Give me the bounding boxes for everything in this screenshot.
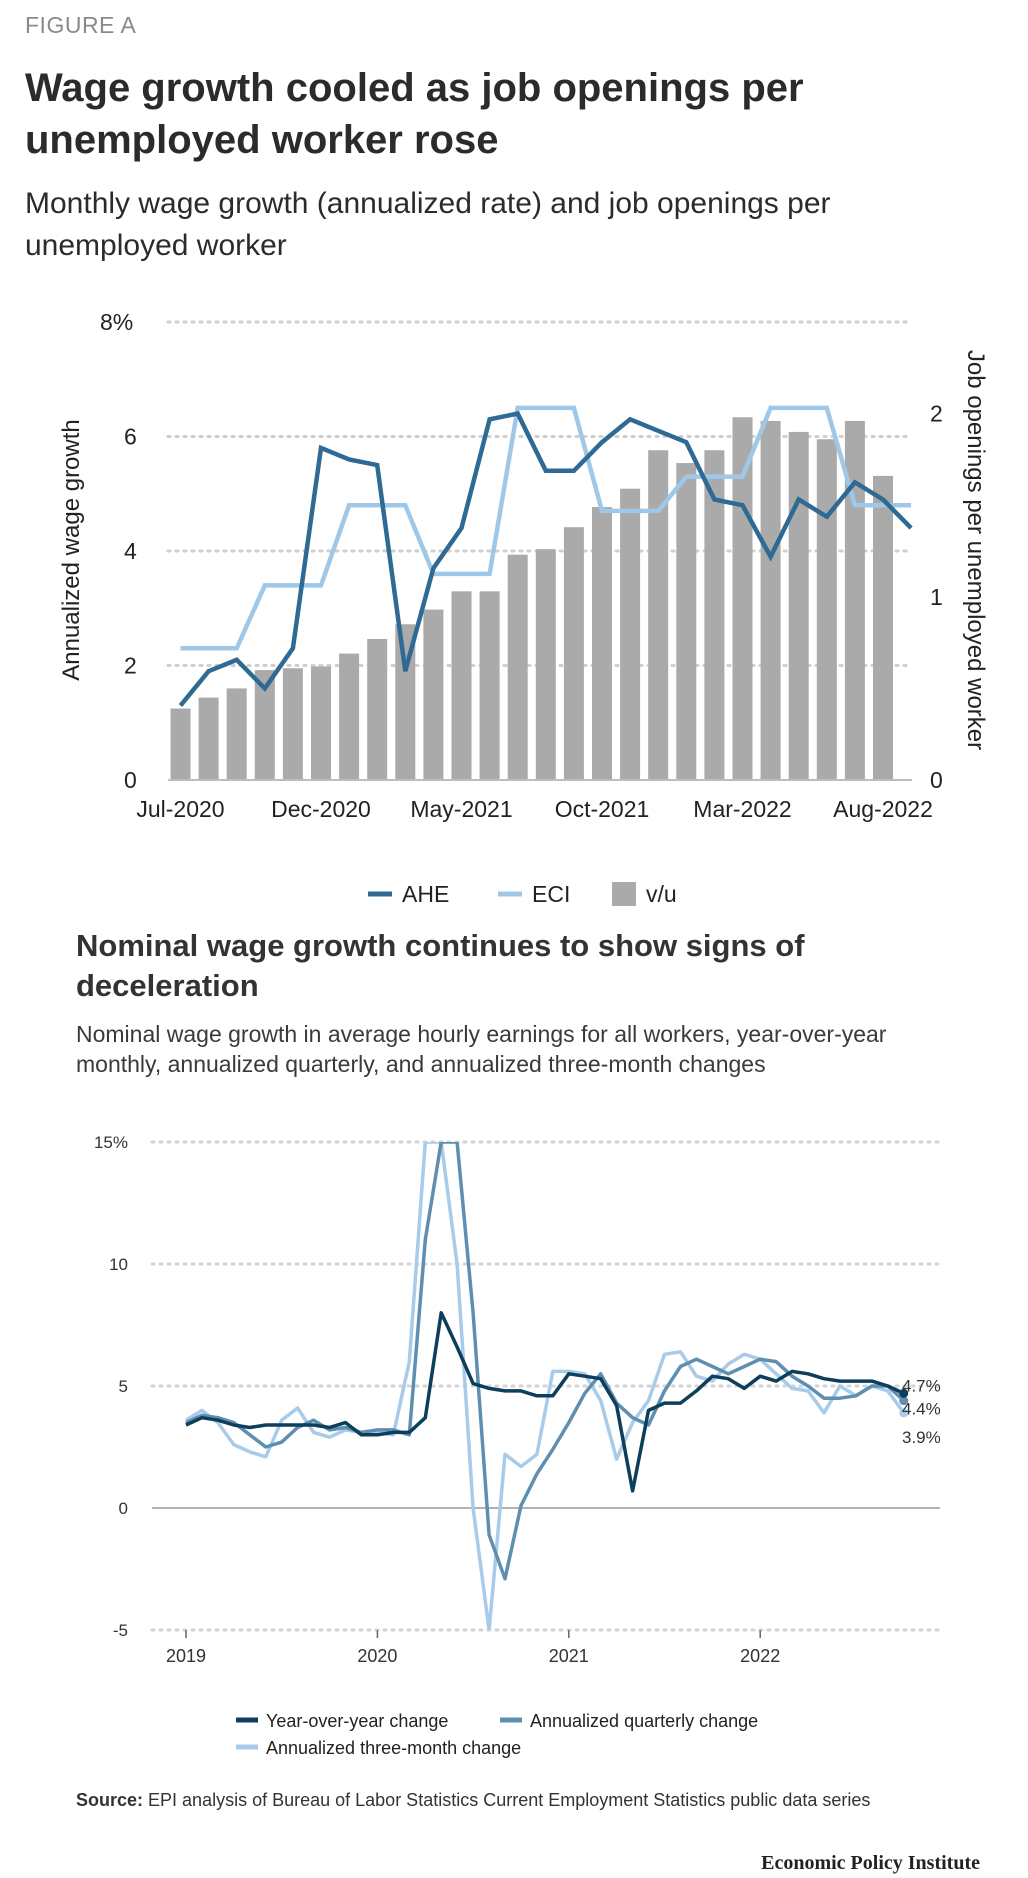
y-tick-label: 2 (124, 653, 137, 679)
vu-bar (395, 624, 416, 780)
y-tick-label: 0 (124, 767, 137, 793)
y-axis-label: Annualized wage growth (58, 419, 85, 681)
legend-swatch-vu (612, 882, 636, 906)
yoy-line (185, 1311, 905, 1493)
yoy-line-end-marker (899, 1388, 909, 1398)
vu-bar (788, 431, 809, 780)
x-tick-label: Mar-2022 (693, 796, 791, 822)
ahe-line (178, 411, 913, 708)
source-text: EPI analysis of Bureau of Labor Statisti… (143, 1790, 871, 1810)
legend-label-yoy: Year-over-year change (266, 1711, 448, 1731)
vu-bar (620, 488, 641, 780)
vu-bar (844, 420, 865, 780)
y2-axis-label: Job openings per unemployed worker (962, 350, 989, 750)
vu-bar (254, 670, 275, 780)
vu-bar (676, 463, 697, 780)
vu-bar (873, 475, 893, 780)
quarterly-line-end-marker (899, 1396, 909, 1406)
y-tick-label: -5 (113, 1621, 128, 1640)
y-tick-label: 15% (94, 1133, 128, 1152)
vu-bar (170, 708, 191, 780)
vu-bar (311, 666, 331, 780)
y2-tick-label: 2 (930, 401, 943, 427)
x-tick-label: Jul-2020 (136, 796, 224, 822)
three-month-end-label: 3.9% (902, 1428, 941, 1447)
legend: AHE ECI v/u (368, 881, 677, 907)
vu-bar (592, 507, 612, 780)
three-month-line-end-marker (899, 1408, 909, 1418)
y-tick-label: 10 (109, 1255, 128, 1274)
quarterly-line (185, 1142, 905, 1581)
vu-bar (816, 439, 837, 780)
x-tick-label: 2021 (549, 1646, 589, 1666)
vu-bar (704, 450, 725, 780)
vu-bar (367, 638, 388, 780)
x-tick-label: Dec-2020 (271, 796, 371, 822)
quarterly-end-label: 4.4% (902, 1400, 941, 1419)
y-tick-label: 5 (119, 1377, 128, 1396)
x-tick-label: 2020 (357, 1646, 397, 1666)
legend-label-quarterly: Annualized quarterly change (530, 1711, 758, 1731)
nominal-wage-chart: -5 0 5 10 15% 2019 2020 2021 2022 4.7% 4.4% 3.9% Yea… (94, 1133, 942, 1758)
vu-bar (563, 527, 584, 780)
vu-bar (339, 653, 360, 780)
vu-bar (507, 554, 528, 780)
vu-bar (282, 668, 303, 780)
x-tick-label: 2022 (740, 1646, 780, 1666)
y-tick-label: 6 (124, 424, 137, 450)
vu-bar (535, 549, 556, 780)
vu-bar (479, 591, 500, 780)
three-month-line (185, 1142, 906, 1630)
chart-subtitle: Monthly wage growth (annualized rate) an… (25, 187, 831, 262)
source-note: Source: EPI analysis of Bureau of Labor … (76, 1790, 870, 1811)
series-group (185, 1142, 906, 1630)
yoy-end-label: 4.7% (902, 1376, 941, 1395)
legend-label-three-month: Annualized three-month change (266, 1738, 521, 1758)
vu-bar (423, 609, 444, 780)
x-tick-label: 2019 (166, 1646, 206, 1666)
figure-label: FIGURE A (25, 12, 137, 38)
vu-bar (198, 697, 219, 780)
second-chart-title: Nominal wage growth continues to show si… (76, 928, 805, 1003)
y-tick-label: 4 (124, 538, 137, 564)
legend-label-eci: ECI (532, 881, 570, 907)
chart-title: Wage growth cooled as job openings per u… (25, 66, 804, 162)
wage-vu-chart: 0 2 4 6 8% 0 1 2 Jul-2020 Dec-2020 May-2021 Oct-202… (58, 309, 989, 907)
x-tick-label: May-2021 (410, 796, 512, 822)
legend-label-vu: v/u (646, 881, 677, 907)
vu-bar (760, 420, 781, 780)
brand-logo: Economic Policy Institute (761, 1852, 980, 1874)
legend: Year-over-year change Annualized quarterl… (236, 1711, 758, 1758)
y2-tick-label: 0 (930, 767, 943, 793)
y-tick-label: 0 (119, 1499, 128, 1518)
y2-tick-label: 1 (930, 584, 943, 610)
y-tick-label: 8% (100, 309, 133, 335)
legend-label-ahe: AHE (402, 881, 449, 907)
vu-bar (732, 417, 753, 780)
vu-bar (451, 591, 472, 780)
second-chart-subtitle: Nominal wage growth in average hourly ea… (76, 1021, 887, 1077)
x-tick-label: Oct-2021 (555, 796, 650, 822)
vu-bar (648, 450, 669, 780)
vu-bar (226, 688, 247, 780)
source-label: Source: (76, 1790, 144, 1810)
x-tick-label: Aug-2022 (833, 796, 933, 822)
